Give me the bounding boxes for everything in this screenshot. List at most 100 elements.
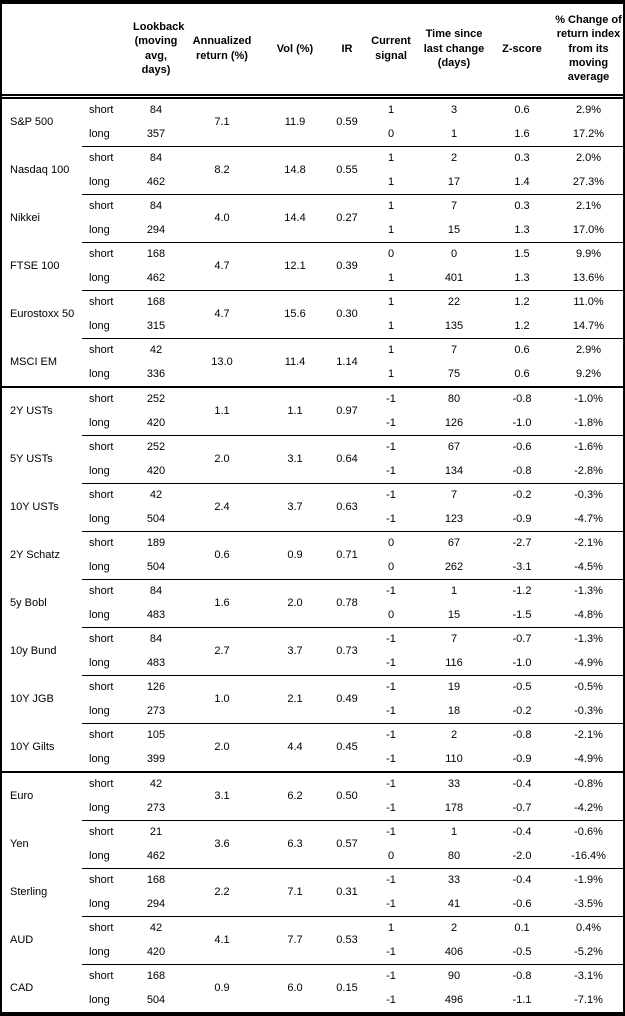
vol-value: 6.2 [264,770,326,821]
vol-value: 2.1 [264,674,326,724]
vol-value: 0.9 [264,530,326,580]
annualized-return-value: 0.9 [180,963,264,1012]
time-since-value: 406 [444,945,464,958]
table-row-long: long 420 -1 126 -1.0 -1.8% [2,411,625,435]
annualized-return-value: 3.1 [180,770,264,821]
lookback-value: 273 [146,801,166,814]
instrument-name: Yen [10,838,29,851]
time-since-value: 33 [414,770,494,797]
table-row-long: long 420 -1 406 -0.5 -5.2% [2,940,625,964]
z-score-value: -1.0 [512,416,532,429]
vol-value: 3.7 [264,626,326,676]
z-score-value: -0.9 [512,512,532,525]
current-signal-value: 1 [368,915,414,941]
current-signal-value: 0 [368,241,414,267]
z-score-value: -0.5 [494,674,550,700]
current-signal-value: 1 [387,319,395,332]
z-score-value: -1.1 [512,994,532,1007]
position-label-short: short [82,578,132,604]
instrument-name: CAD [10,982,34,995]
vol-value: 14.4 [264,193,326,243]
table-row-long: long 357 0 1 1.6 17.2% [2,122,625,146]
table-row-long: long 462 0 80 -2.0 -16.4% [2,844,625,868]
pct-change-value: -3.1% [550,963,625,989]
time-since-value: 7 [414,193,494,219]
z-score-value: 0.3 [494,193,550,219]
pct-change-value: -0.3% [574,704,603,717]
annualized-return-value: 4.1 [180,915,264,965]
lookback-value: 483 [146,608,166,621]
ir-value: 0.31 [326,867,368,917]
ir-value: 0.50 [326,770,368,821]
annualized-return-value: 1.6 [180,578,264,628]
lookback-value: 84 [132,193,180,219]
vol-value: 14.8 [264,145,326,195]
z-score-value: 1.6 [514,127,530,140]
table-row-long: long 462 1 17 1.4 27.3% [2,170,625,194]
pct-change-value: -5.2% [574,945,603,958]
position-label-short: short [82,915,132,941]
time-since-value: 178 [444,801,464,814]
table-row-short: Yen short 21 3.6 6.3 0.57 -1 1 -0.4 -0.6% [2,819,625,869]
vol-value: 4.4 [264,722,326,772]
time-since-value: 22 [414,289,494,315]
table-row-short: Euro short 42 3.1 6.2 0.50 -1 33 -0.4 -0.8% [2,770,625,821]
position-label-long: long [89,271,110,284]
current-signal-value: 0 [387,127,395,140]
table-row-short: 2Y Schatz short 189 0.6 0.9 0.71 0 67 -2.7 -2.1% [2,530,625,580]
current-signal-value: -1 [386,752,396,765]
ir-value: 1.14 [326,337,368,387]
current-signal-value: -1 [386,416,396,429]
annualized-return-value: 2.2 [180,867,264,917]
table-row-short: AUD short 42 4.1 7.7 0.53 1 2 0.1 0.4% [2,915,625,965]
position-label-long: long [89,752,110,765]
time-since-value: 15 [447,223,461,236]
lookback-value: 84 [149,104,163,117]
annualized-return-value: 13.0 [180,337,264,387]
pct-change-value: 2.0% [550,145,625,171]
current-signal-value: -1 [368,482,414,508]
vol-value: 6.0 [264,963,326,1012]
lookback-value: 168 [132,867,180,893]
annualized-return-value: 1.1 [180,385,264,436]
time-since-value: 18 [447,704,461,717]
vol-value: 6.3 [264,819,326,869]
z-score-value: -0.2 [494,482,550,508]
pct-change-value: -1.3% [550,626,625,652]
lookback-value: 42 [132,337,180,363]
lookback-value: 252 [132,434,180,460]
z-score-value: 0.6 [494,337,550,363]
current-signal-value: 1 [387,271,395,284]
pct-change-value: -1.0% [550,385,625,412]
current-signal-value: 0 [387,560,395,573]
lookback-value: 273 [146,704,166,717]
position-label-long: long [89,319,110,332]
current-signal-value: -1 [368,626,414,652]
table-row-short: Nasdaq 100 short 84 8.2 14.8 0.55 1 2 0.3 2.0% [2,145,625,195]
position-label-short: short [82,482,132,508]
z-score-value: -2.0 [512,849,532,862]
time-since-value: 496 [444,994,464,1007]
current-signal-value: -1 [386,464,396,477]
z-score-value: -0.4 [494,770,550,797]
time-since-value: 7 [414,337,494,363]
ir-value: 0.59 [336,116,358,129]
current-signal-value: -1 [386,801,396,814]
position-label-short: short [82,770,132,797]
pct-change-value: -0.6% [550,819,625,845]
z-score-value: -0.4 [494,867,550,893]
current-signal-value: 1 [387,104,395,117]
table-row-short: FTSE 100 short 168 4.7 12.1 0.39 0 0 1.5 9.9% [2,241,625,291]
current-signal-value: -1 [368,867,414,893]
time-since-value: 41 [447,897,461,910]
header-row: Lookback (moving avg, days) Annualized r… [2,4,625,96]
z-score-value: 0.3 [494,145,550,171]
time-since-value: 1 [450,127,458,140]
vol-value: 1.1 [264,385,326,436]
time-since-value: 116 [445,656,463,669]
instrument-name: 5y Bobl [10,597,47,610]
header-current-signal: Current signal [371,35,411,62]
z-score-value: -0.4 [494,819,550,845]
z-score-value: 1.2 [514,319,530,332]
time-since-value: 126 [444,416,464,429]
